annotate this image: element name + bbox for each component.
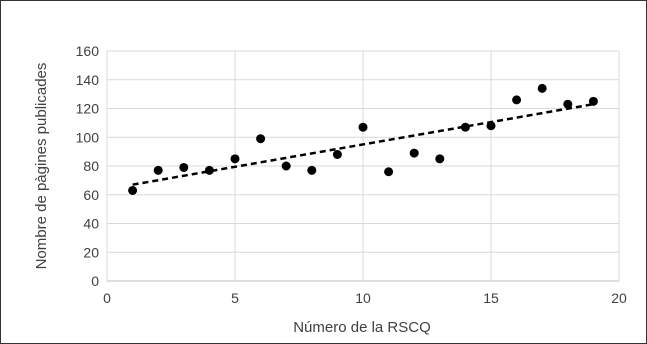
data-point: [435, 154, 445, 164]
y-tick-label: 20: [83, 244, 99, 260]
y-tick-label: 140: [76, 72, 100, 88]
data-point: [256, 134, 266, 144]
data-point: [179, 162, 189, 172]
data-point: [563, 99, 573, 109]
data-point: [128, 185, 138, 195]
data-point: [358, 122, 368, 132]
data-point: [512, 95, 522, 105]
x-tick-label: 20: [611, 290, 627, 306]
data-points: [128, 83, 598, 195]
data-point: [153, 165, 163, 175]
x-tick-label: 5: [231, 290, 239, 306]
data-point: [230, 154, 240, 164]
data-point: [204, 165, 214, 175]
y-tick-label: 100: [76, 129, 100, 145]
y-tick-label: 80: [83, 158, 99, 174]
data-point: [588, 96, 598, 106]
y-tick-label: 60: [83, 187, 99, 203]
data-point: [281, 161, 291, 171]
x-tick-labels: 0 5 10 15 20: [103, 290, 627, 306]
y-axis-title: Nombre de pàgines publicades: [33, 63, 50, 270]
data-point: [409, 148, 419, 158]
y-tick-label: 40: [83, 216, 99, 232]
x-tick-label: 0: [103, 290, 111, 306]
data-point: [384, 167, 394, 177]
data-point: [307, 165, 317, 175]
y-tick-labels: 0 20 40 60 80 100 120 140 160: [76, 43, 100, 289]
data-point: [537, 83, 547, 93]
grid: [106, 50, 620, 282]
data-point: [332, 150, 342, 159]
data-point: [460, 122, 470, 132]
y-tick-label: 160: [76, 43, 100, 59]
x-axis-title: Número de la RSCQ: [293, 319, 431, 336]
y-tick-label: 120: [76, 101, 100, 117]
x-tick-label: 15: [483, 290, 499, 306]
y-tick-label: 0: [91, 273, 99, 289]
trendline: [132, 102, 594, 186]
x-tick-label: 10: [355, 290, 371, 306]
trendline-line: [132, 102, 594, 186]
data-point: [486, 121, 496, 131]
